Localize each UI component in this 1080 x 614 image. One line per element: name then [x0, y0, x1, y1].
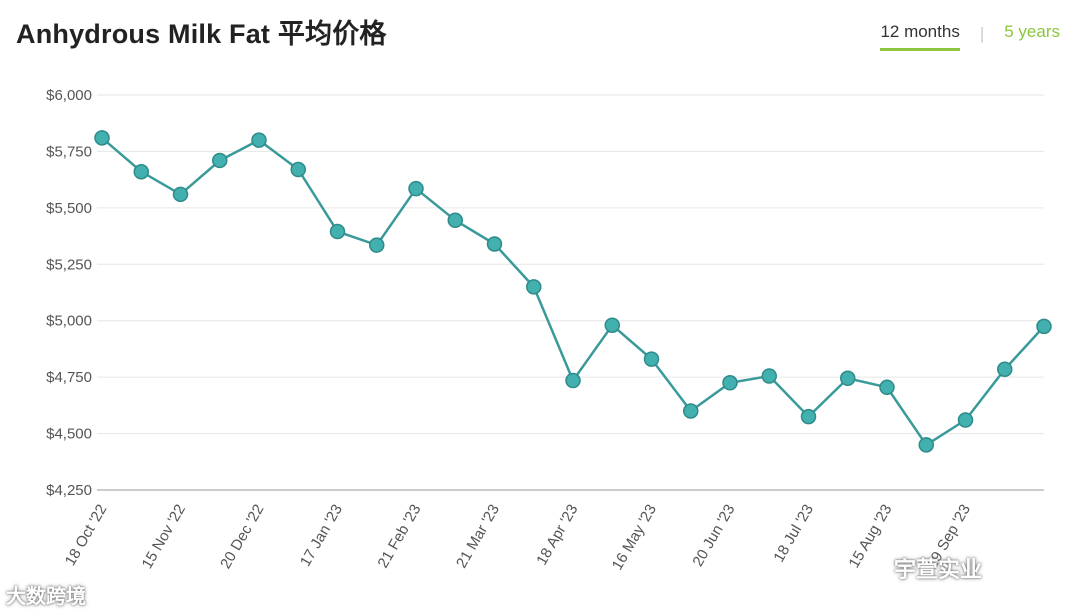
watermark-left: 大数跨境	[6, 586, 86, 608]
data-point	[94, 130, 110, 146]
watermark-right: 宇萱实业	[894, 557, 983, 582]
data-point	[800, 408, 817, 425]
tab-12-months[interactable]: 12 months	[880, 22, 960, 51]
data-point	[369, 237, 385, 253]
x-tick-label: 17 Jan '23	[297, 502, 346, 570]
data-point	[957, 412, 974, 428]
data-point	[722, 375, 738, 391]
x-tick-label: 21 Feb '23	[375, 502, 425, 571]
y-tick-label: $6,000	[46, 87, 92, 104]
x-tick-label: 15 Aug '23	[846, 502, 896, 572]
series-line	[101, 136, 1045, 447]
data-point	[918, 437, 934, 453]
y-tick-label: $4,250	[46, 482, 92, 499]
data-point	[251, 132, 267, 148]
y-tick-label: $5,750	[46, 143, 92, 160]
period-tabs: 12 months | 5 years	[880, 22, 1060, 51]
data-point	[408, 180, 424, 197]
y-tick-label: $4,500	[46, 426, 92, 443]
tab-separator: |	[979, 23, 985, 43]
y-tick-label: $5,500	[46, 200, 92, 217]
tab-5-years[interactable]: 5 years	[1004, 22, 1060, 41]
data-point	[212, 152, 228, 169]
data-point	[761, 368, 777, 384]
x-tick-label: 18 Oct '22	[62, 502, 111, 569]
data-point	[1036, 318, 1052, 335]
data-point	[997, 361, 1013, 377]
data-point	[526, 279, 542, 295]
y-tick-label: $4,750	[46, 369, 92, 386]
x-tick-label: 15 Nov '22	[139, 502, 189, 572]
data-point	[840, 370, 856, 387]
data-point	[683, 403, 699, 419]
x-tick-label: 20 Dec '22	[217, 502, 267, 572]
data-point	[643, 351, 660, 367]
y-tick-label: $5,000	[46, 313, 92, 330]
x-tick-label: 20 Jun '23	[689, 502, 738, 570]
data-point	[879, 379, 895, 396]
data-point	[329, 223, 346, 240]
chart-title: Anhydrous Milk Fat 平均价格	[16, 19, 387, 49]
x-tick-label: 18 Apr '23	[533, 502, 581, 569]
data-point	[565, 372, 581, 389]
data-point	[172, 186, 189, 203]
data-point	[604, 317, 620, 333]
data-point	[290, 161, 306, 178]
x-tick-label: 16 May '23	[609, 502, 660, 574]
x-tick-label: 21 Mar '23	[453, 502, 503, 571]
data-point	[486, 236, 503, 252]
x-tick-label: 18 Jul '23	[770, 502, 817, 566]
data-point	[447, 212, 463, 229]
data-point	[133, 163, 149, 180]
y-tick-label: $5,250	[46, 256, 92, 273]
